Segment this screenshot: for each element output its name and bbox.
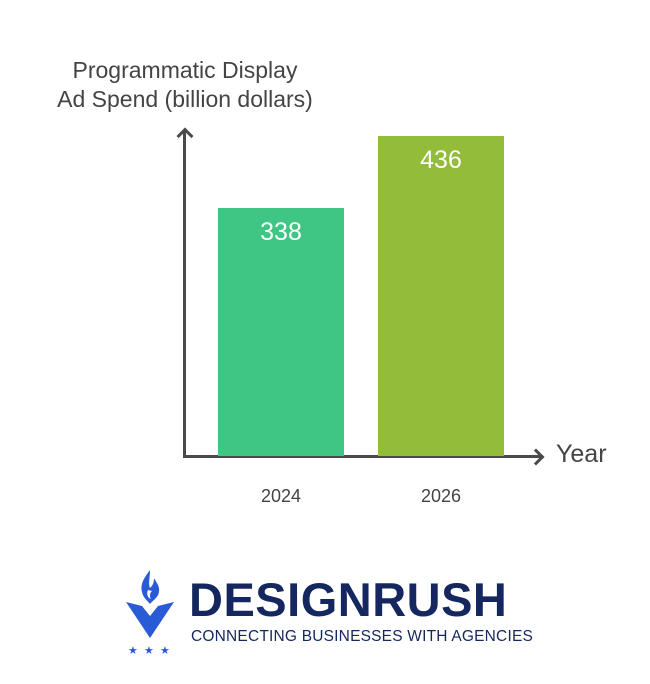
designrush-logo: ★ ★ ★ DESIGNRUSH CONNECTING BUSINESSES W…: [124, 568, 544, 658]
y-axis-arrow-icon: [176, 127, 193, 145]
x-axis-title: Year: [556, 440, 607, 468]
bar-value-label: 436: [420, 146, 462, 174]
y-axis-title: Programmatic Display Ad Spend (billion d…: [57, 57, 313, 112]
bar-2026: 436: [378, 136, 504, 456]
bar-value-label: 338: [260, 218, 302, 246]
logo-wordmark: DESIGNRUSH: [189, 573, 508, 626]
x-tick-label: 2024: [260, 486, 302, 506]
logo-tagline: CONNECTING BUSINESSES WITH AGENCIES: [191, 628, 534, 645]
x-axis-line: [183, 455, 543, 458]
svg-text:★: ★: [144, 645, 154, 657]
x-tick-label: 2026: [420, 486, 462, 506]
y-axis-line: [183, 130, 186, 458]
svg-text:★: ★: [160, 645, 170, 657]
x-axis-arrow-icon: [527, 448, 545, 465]
svg-text:★: ★: [128, 645, 138, 657]
bar-2024: 338: [218, 208, 344, 456]
torch-chevron-icon: ★ ★ ★: [126, 570, 174, 657]
